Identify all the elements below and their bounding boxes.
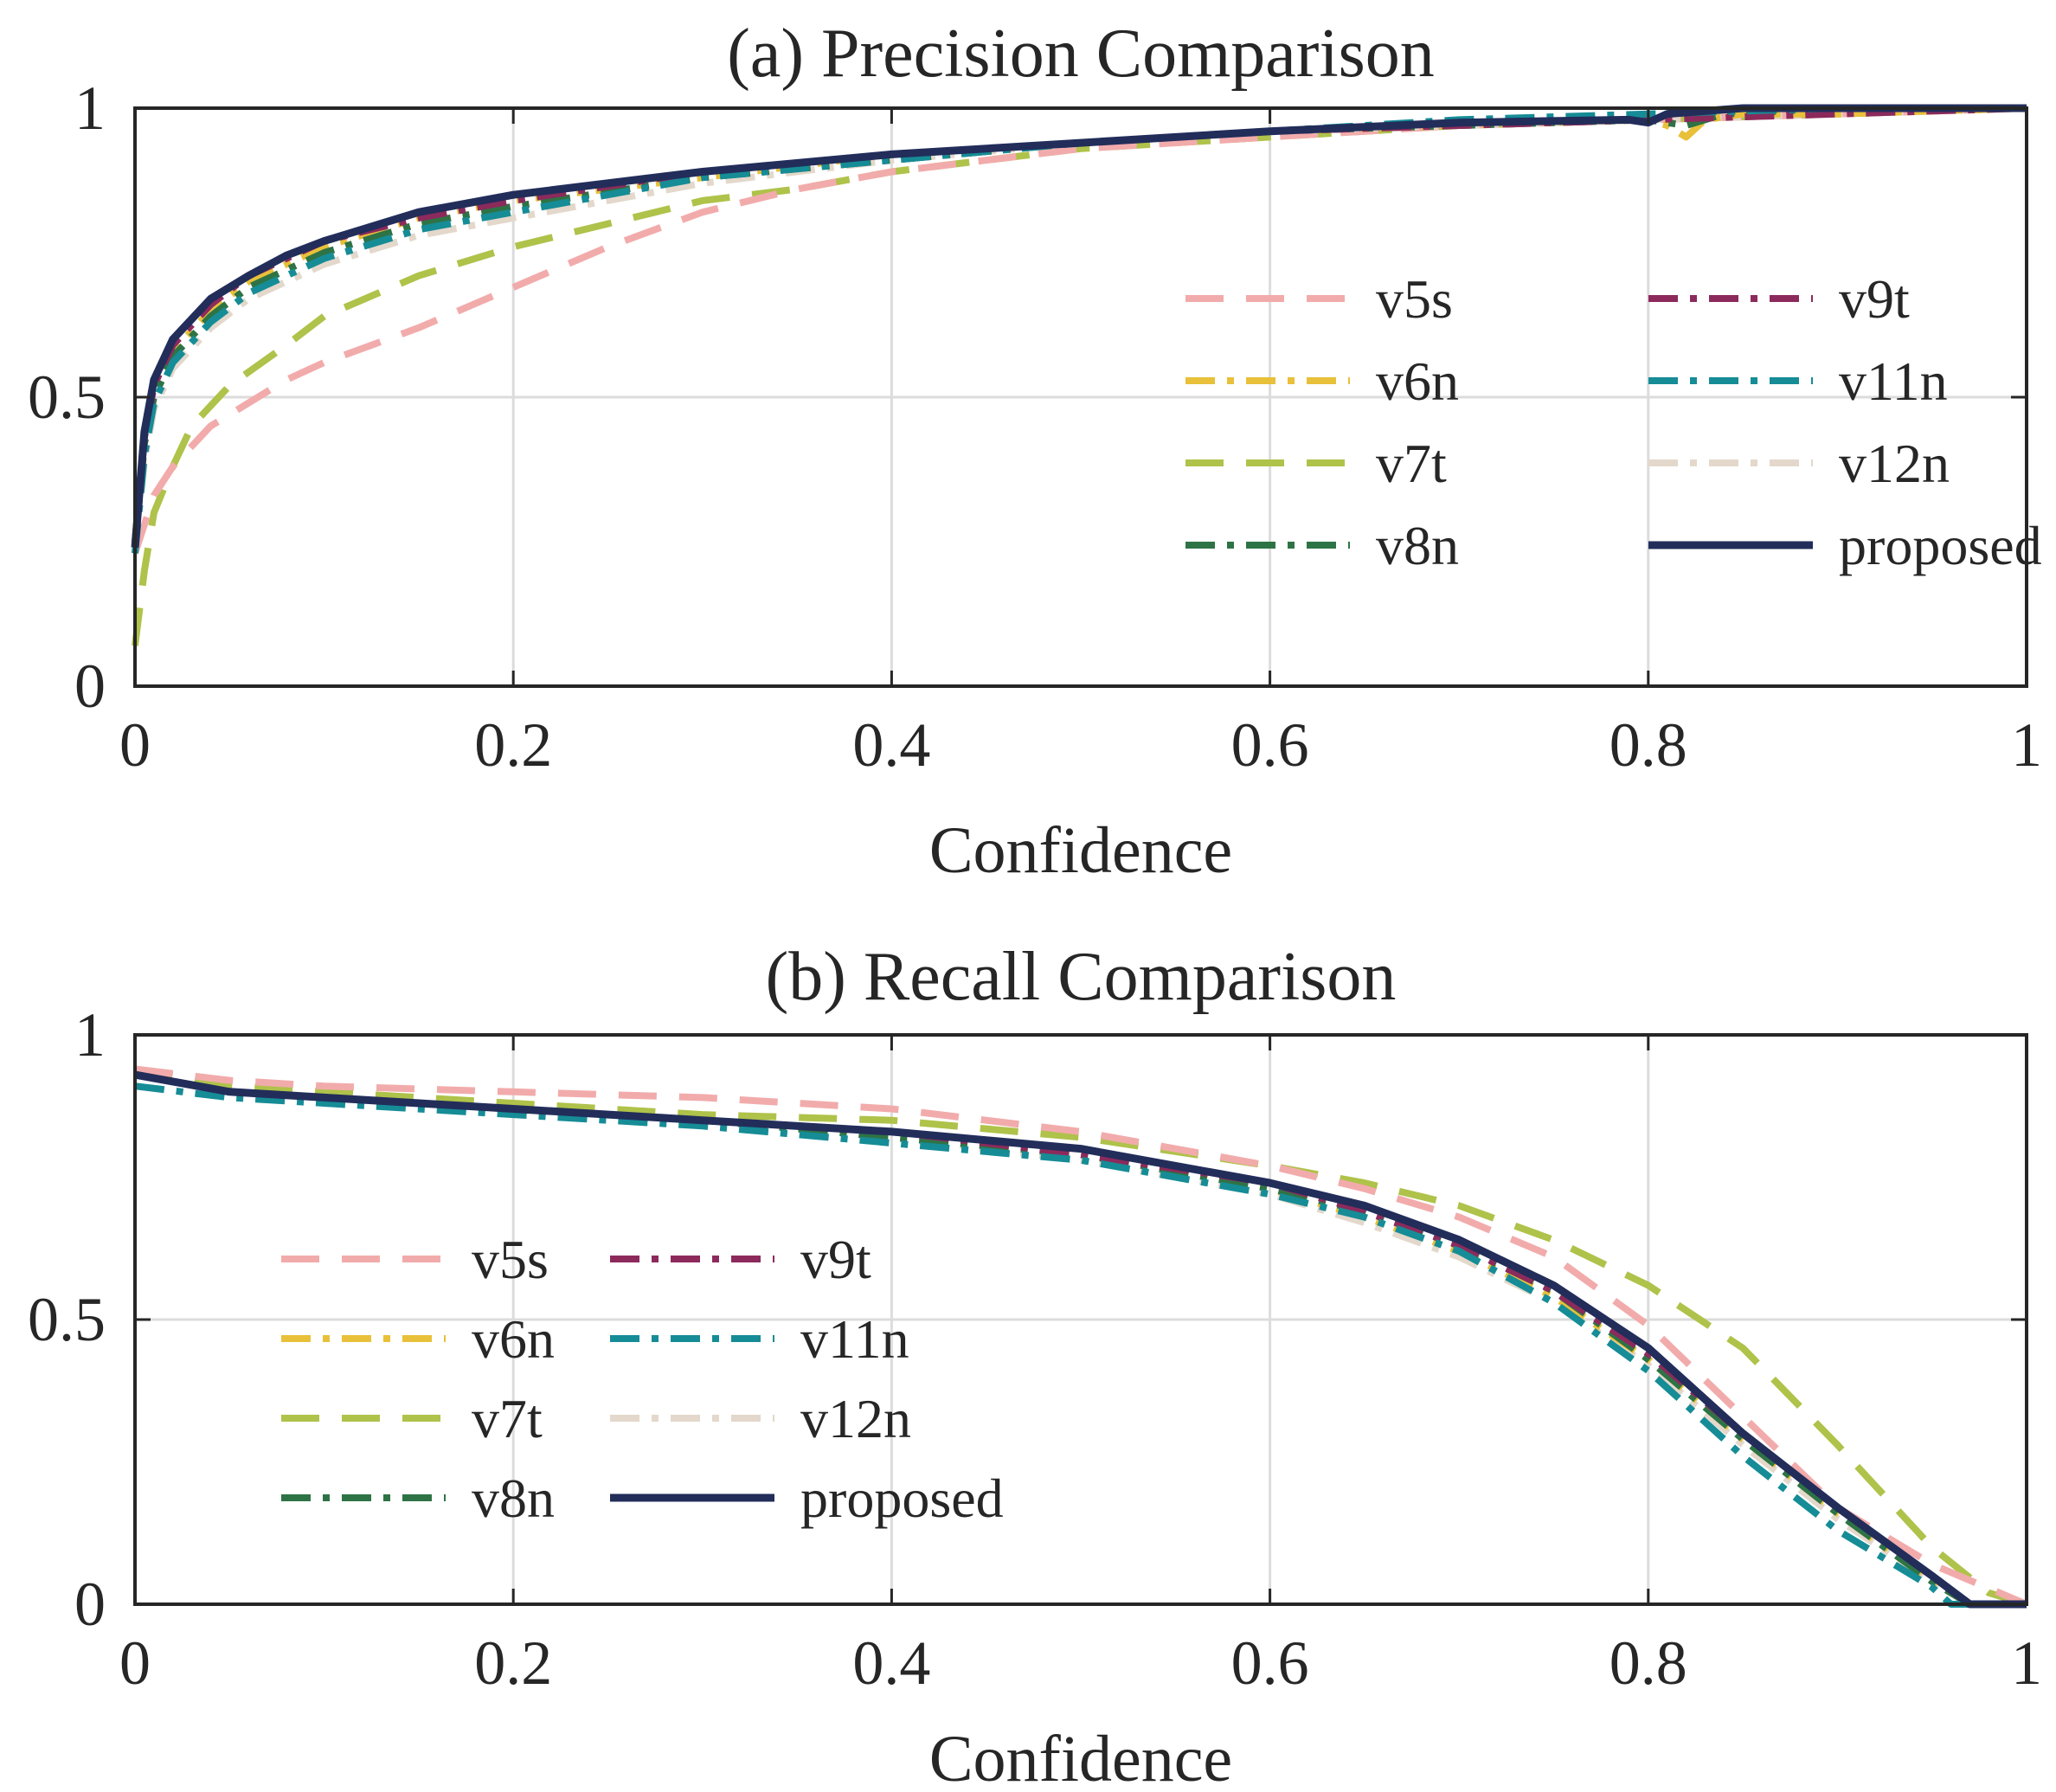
legend-label: v9t xyxy=(1839,268,1910,330)
legend-item-v5s: v5s xyxy=(281,1229,549,1290)
legend-item-v8n: v8n xyxy=(1185,515,1459,576)
chart-panel-precision: (a) Precision Comparison 0 0.2 0.4 0.6 0.8 1 0 0… xyxy=(28,16,2042,887)
x-axis-label: Confidence xyxy=(929,814,1232,887)
y-tick-label: 0.5 xyxy=(28,363,106,432)
legend-item-proposed: proposed xyxy=(1648,515,2042,576)
legend-item-proposed: proposed xyxy=(610,1468,1004,1529)
x-tick-label: 0 xyxy=(119,710,151,780)
x-tick-label: 0.2 xyxy=(474,710,552,780)
chart-title: (a) Precision Comparison xyxy=(727,16,1435,92)
x-tick-label: 0.6 xyxy=(1231,710,1309,780)
legend-label: v6n xyxy=(1376,350,1459,412)
legend-item-v5s: v5s xyxy=(1185,268,1453,330)
x-axis-label: Confidence xyxy=(929,1723,1232,1792)
legend-item-v6n: v6n xyxy=(1185,350,1459,412)
legend-item-v12n: v12n xyxy=(1648,433,1950,494)
legend-label: proposed xyxy=(1839,515,2042,576)
legend-label: v7t xyxy=(1376,433,1447,494)
legend-label: v8n xyxy=(472,1468,555,1529)
legend-label: v5s xyxy=(472,1229,549,1290)
x-tick-label: 0 xyxy=(119,1628,151,1698)
legend-item-v11n: v11n xyxy=(610,1308,909,1370)
legend: v5s v6n v7t v8n v9t v11n v12n proposed xyxy=(1185,268,2042,576)
x-tick-label: 0.6 xyxy=(1231,1628,1309,1698)
legend-label: v5s xyxy=(1376,268,1453,330)
legend-label: v11n xyxy=(800,1308,909,1370)
legend-item-v9t: v9t xyxy=(1648,268,1910,330)
chart-panel-recall: (b) Recall Comparison 0 0.2 0.4 0.6 0.8 1 0 0.5 1… xyxy=(28,939,2042,1792)
x-tick-label: 0.4 xyxy=(852,710,930,780)
x-tick-label: 1 xyxy=(2011,1628,2042,1698)
legend-item-v9t: v9t xyxy=(610,1229,871,1290)
series-line-proposed xyxy=(131,104,2027,549)
x-tick-label: 0.4 xyxy=(852,1628,930,1698)
series-line-v7t xyxy=(134,1065,2028,1608)
legend-label: v11n xyxy=(1839,350,1948,412)
y-tick-label: 1 xyxy=(74,1000,106,1069)
y-tick-label: 0 xyxy=(74,1570,106,1639)
legend-label: v9t xyxy=(800,1229,871,1290)
legend-label: proposed xyxy=(800,1468,1004,1529)
legend-label: v6n xyxy=(472,1308,555,1370)
series-line-v11n xyxy=(134,1082,2027,1608)
legend-item-v7t: v7t xyxy=(281,1388,543,1449)
x-tick-label: 0.8 xyxy=(1609,1628,1687,1698)
y-tick-label: 0.5 xyxy=(28,1285,106,1354)
legend: v5s v6n v7t v8n v9t v11n v12n proposed xyxy=(281,1229,1004,1529)
series-line-proposed xyxy=(134,1070,2027,1609)
legend-item-v7t: v7t xyxy=(1185,433,1447,494)
series-line-v5s xyxy=(132,105,2027,555)
x-tick-label: 1 xyxy=(2011,710,2042,780)
legend-label: v12n xyxy=(1839,433,1950,494)
x-tick-label: 0.2 xyxy=(474,1628,552,1698)
legend-label: v8n xyxy=(1376,515,1459,576)
x-tick-label: 0.8 xyxy=(1609,710,1687,780)
y-tick-label: 1 xyxy=(74,74,106,143)
series-line-v6n xyxy=(132,105,2027,549)
legend-item-v12n: v12n xyxy=(610,1388,911,1449)
legend-item-v11n: v11n xyxy=(1648,350,1948,412)
chart-title: (b) Recall Comparison xyxy=(766,939,1397,1015)
legend-item-v6n: v6n xyxy=(281,1308,555,1370)
legend-item-v8n: v8n xyxy=(281,1468,555,1529)
legend-label: v12n xyxy=(800,1388,911,1449)
legend-label: v7t xyxy=(472,1388,543,1449)
y-tick-label: 0 xyxy=(74,652,106,721)
